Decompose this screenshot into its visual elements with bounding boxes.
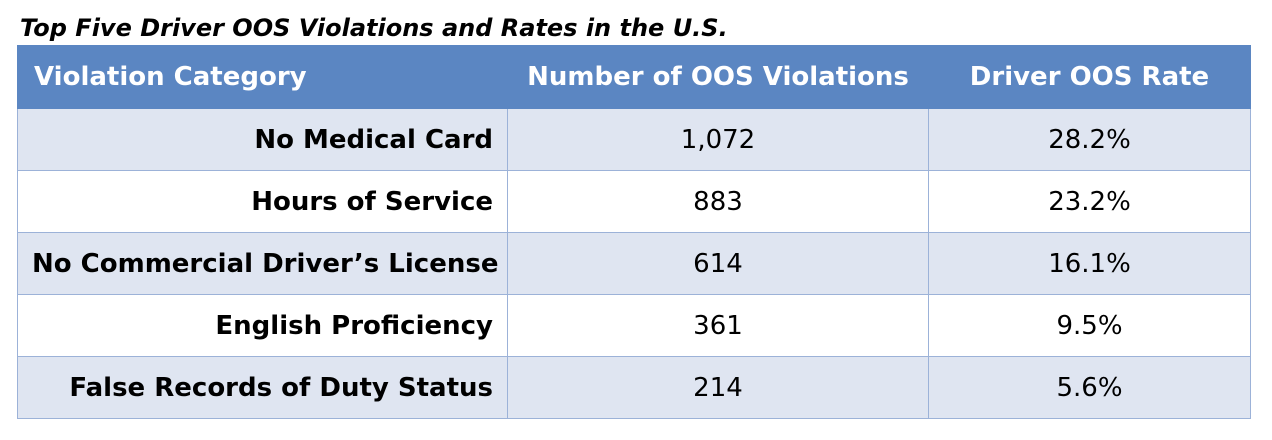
violation-category-cell: English Proficiency [17, 294, 508, 357]
violation-count-cell: 214 [507, 356, 929, 419]
oos-rate-cell: 28.2% [928, 108, 1251, 171]
table-row: No Commercial Driver’s License 614 16.1% [17, 232, 1251, 295]
table-row: False Records of Duty Status 214 5.6% [17, 356, 1251, 419]
oos-rate-cell: 9.5% [928, 294, 1251, 357]
table-row: English Proficiency 361 9.5% [17, 294, 1251, 357]
header-row: Violation Category Number of OOS Violati… [17, 45, 1251, 109]
violation-category-cell: No Commercial Driver’s License [17, 232, 508, 295]
violation-count-cell: 1,072 [507, 108, 929, 171]
violation-category-cell: False Records of Duty Status [17, 356, 508, 419]
table-row: Hours of Service 883 23.2% [17, 170, 1251, 233]
violation-count-cell: 614 [507, 232, 929, 295]
table-row: No Medical Card 1,072 28.2% [17, 108, 1251, 171]
table-title: Top Five Driver OOS Violations and Rates… [20, 14, 728, 42]
violation-category-cell: No Medical Card [17, 108, 508, 171]
oos-rate-cell: 16.1% [928, 232, 1251, 295]
oos-rate-cell: 5.6% [928, 356, 1251, 419]
oos-rate-cell: 23.2% [928, 170, 1251, 233]
violation-category-cell: Hours of Service [17, 170, 508, 233]
oos-violations-table: Violation Category Number of OOS Violati… [17, 45, 1251, 419]
column-header-driver-oos-rate: Driver OOS Rate [928, 45, 1251, 109]
column-header-violation-category: Violation Category [17, 45, 508, 109]
violation-count-cell: 361 [507, 294, 929, 357]
column-header-number-of-oos-violations: Number of OOS Violations [507, 45, 929, 109]
violation-count-cell: 883 [507, 170, 929, 233]
